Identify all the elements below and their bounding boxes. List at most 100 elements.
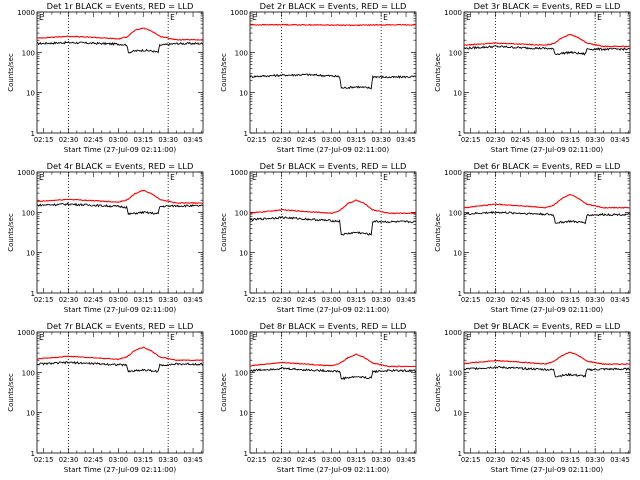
x-tick-label: 02:15 (247, 456, 267, 464)
x-axis-label: Start Time (27-Jul-09 02:11:00) (490, 465, 603, 474)
detector-chart-7: Det 7r BLACK = Events, RED = LLD 1 10 100 10… (7, 321, 204, 474)
plot-frame (36, 11, 204, 134)
y-tick-label: 1000 (17, 329, 35, 337)
chart-title: Det 5r BLACK = Events, RED = LLD (260, 161, 407, 171)
x-tick-label: 03:45 (183, 456, 203, 464)
x-tick-label: 02:15 (34, 136, 54, 144)
y-tick-label: 10 (453, 250, 462, 258)
y-tick-label: 1 (31, 450, 35, 458)
y-tick-label: 100 (448, 49, 461, 57)
y-tick-label: 10 (239, 250, 248, 258)
x-axis-label: Start Time (27-Jul-09 02:11:00) (490, 305, 603, 314)
y-tick-label: 1000 (17, 9, 35, 17)
y-tick-label: 1 (457, 450, 461, 458)
series-line-events (250, 367, 417, 381)
x-tick-label: 03:45 (183, 136, 203, 144)
x-tick-label: 03:30 (585, 456, 605, 464)
y-tick-label: 10 (453, 90, 462, 98)
plot-frame (249, 171, 417, 294)
x-tick-label: 02:45 (297, 296, 317, 304)
y-tick-label: 1000 (444, 9, 462, 17)
event-marker-label: E (170, 333, 175, 342)
detector-chart-9: Det 9r BLACK = Events, RED = LLD 1 10 100 10… (434, 321, 630, 474)
y-tick-label: 100 (22, 369, 35, 377)
event-marker-label: E (383, 173, 388, 182)
event-marker-label: E (466, 13, 471, 22)
detector-chart-5: Det 5r BLACK = Events, RED = LLD 1 10 100 10… (220, 161, 417, 314)
x-tick-label: 02:30 (59, 456, 79, 464)
x-tick-label: 02:15 (247, 136, 267, 144)
x-axis-label: Start Time (27-Jul-09 02:11:00) (277, 305, 390, 314)
x-tick-label: 02:45 (84, 296, 104, 304)
y-axis-label: Counts/sec (434, 213, 442, 252)
x-tick-label: 03:15 (133, 456, 153, 464)
series-line-lld (250, 199, 417, 215)
plot-frame (463, 11, 630, 134)
series-line-lld (463, 33, 630, 48)
series-line-events (250, 215, 417, 236)
x-tick-label: 03:15 (347, 136, 367, 144)
x-tick-label: 02:45 (510, 456, 530, 464)
y-axis-label: Counts/sec (434, 373, 442, 412)
y-tick-label: 100 (448, 209, 461, 217)
y-tick-label: 10 (26, 90, 35, 98)
y-tick-label: 1 (31, 290, 35, 298)
x-tick-label: 02:45 (297, 456, 317, 464)
x-tick-label: 03:45 (397, 136, 417, 144)
x-tick-label: 02:30 (59, 136, 79, 144)
y-tick-label: 100 (235, 209, 248, 217)
x-tick-label: 03:45 (610, 136, 630, 144)
plot-frame (36, 331, 204, 454)
event-marker-label: E (252, 333, 257, 342)
x-tick-label: 03:15 (347, 456, 367, 464)
x-tick-label: 03:15 (133, 296, 153, 304)
x-tick-label: 02:15 (34, 296, 54, 304)
plot-frame (249, 11, 417, 134)
x-tick-label: 03:30 (585, 136, 605, 144)
x-tick-label: 02:30 (272, 136, 292, 144)
series-line-lld (463, 351, 630, 366)
x-axis-label: Start Time (27-Jul-09 02:11:00) (64, 305, 177, 314)
series-line-events (463, 45, 630, 56)
y-tick-label: 100 (235, 369, 248, 377)
x-tick-label: 03:00 (535, 136, 555, 144)
plot-frame (463, 171, 630, 294)
y-tick-label: 1000 (444, 169, 462, 177)
x-tick-label: 03:00 (322, 136, 342, 144)
detector-panel-7: Det 7r BLACK = Events, RED = LLD 1 10 100 10… (0, 320, 213, 480)
y-tick-label: 10 (239, 410, 248, 418)
x-tick-label: 02:45 (84, 456, 104, 464)
x-axis-label: Start Time (27-Jul-09 02:11:00) (277, 145, 390, 154)
series-line-lld (36, 27, 204, 41)
detector-panel-3: Det 3r BLACK = Events, RED = LLD 1 10 100 10… (427, 0, 640, 160)
detector-panel-2: Det 2r BLACK = Events, RED = LLD 1 10 100 10… (213, 0, 426, 160)
detector-panel-5: Det 5r BLACK = Events, RED = LLD 1 10 100 10… (213, 160, 426, 320)
chart-title: Det 7r BLACK = Events, RED = LLD (47, 321, 194, 331)
y-tick-label: 1000 (17, 169, 35, 177)
detector-chart-8: Det 8r BLACK = Events, RED = LLD 1 10 100 10… (220, 321, 417, 474)
detector-panel-1: Det 1r BLACK = Events, RED = LLD 1 10 100 10… (0, 0, 213, 160)
event-marker-label: E (597, 13, 602, 22)
x-tick-label: 03:15 (560, 136, 580, 144)
series-line-events (36, 40, 204, 54)
y-tick-label: 1000 (230, 329, 248, 337)
y-axis-label: Counts/sec (434, 53, 442, 92)
plot-frame (36, 171, 204, 294)
x-tick-label: 03:00 (535, 296, 555, 304)
detector-panel-8: Det 8r BLACK = Events, RED = LLD 1 10 100 10… (213, 320, 426, 480)
y-tick-label: 100 (22, 209, 35, 217)
x-tick-label: 02:15 (34, 456, 54, 464)
series-line-events (36, 202, 204, 216)
x-tick-label: 03:00 (109, 456, 129, 464)
x-axis-label: Start Time (27-Jul-09 02:11:00) (277, 465, 390, 474)
event-marker-label: E (466, 173, 471, 182)
chart-title: Det 1r BLACK = Events, RED = LLD (47, 1, 194, 11)
event-marker-label: E (383, 333, 388, 342)
x-axis-label: Start Time (27-Jul-09 02:11:00) (64, 145, 177, 154)
series-line-lld (36, 346, 204, 362)
y-tick-label: 100 (22, 49, 35, 57)
x-tick-label: 03:30 (372, 296, 392, 304)
series-line-lld (250, 353, 417, 368)
x-tick-label: 02:15 (460, 296, 480, 304)
